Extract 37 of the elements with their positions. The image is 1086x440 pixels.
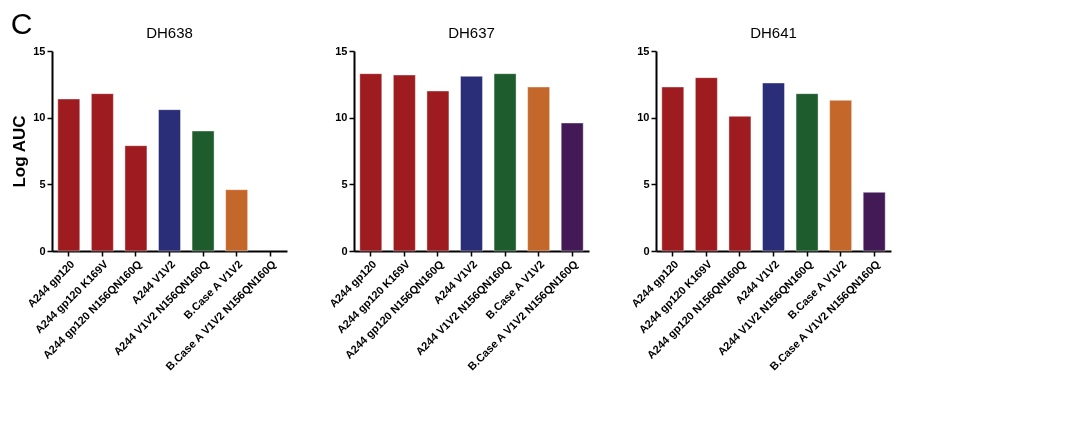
bar — [124, 145, 148, 252]
y-tick-label: 15 — [33, 44, 46, 57]
bar — [426, 90, 450, 252]
bar — [795, 93, 819, 252]
bar — [829, 99, 853, 252]
bar — [661, 86, 685, 252]
bar — [225, 189, 249, 252]
chart-title: DH637 — [448, 24, 495, 41]
bar — [560, 122, 584, 252]
y-tick-label: 5 — [643, 177, 650, 190]
y-tick-label: 15 — [637, 44, 650, 57]
y-tick-label: 15 — [335, 44, 348, 57]
y-tick-label: 10 — [33, 111, 46, 124]
y-tick-label: 10 — [335, 111, 348, 124]
y-tick-label: 5 — [341, 177, 348, 190]
text: C — [10, 7, 33, 40]
chart-title: DH638 — [146, 24, 193, 41]
y-tick-label: 0 — [643, 244, 650, 257]
bar — [493, 73, 517, 252]
bar — [158, 109, 181, 252]
bar — [57, 98, 81, 252]
y-tick-label: 0 — [341, 244, 348, 257]
bar — [359, 73, 383, 252]
y-tick-label: 10 — [637, 111, 650, 124]
bar — [191, 130, 215, 252]
y-tick-label: 5 — [39, 177, 46, 190]
y-tick-label: 0 — [39, 244, 46, 257]
bar — [460, 75, 483, 252]
y-axis-title: Log AUC — [10, 115, 30, 188]
bar — [762, 82, 785, 252]
bar — [90, 93, 114, 252]
bar — [862, 191, 886, 252]
bar — [728, 115, 752, 252]
bar — [694, 77, 718, 252]
bar — [527, 86, 551, 252]
bar — [392, 74, 416, 252]
chart-title: DH641 — [750, 24, 797, 41]
